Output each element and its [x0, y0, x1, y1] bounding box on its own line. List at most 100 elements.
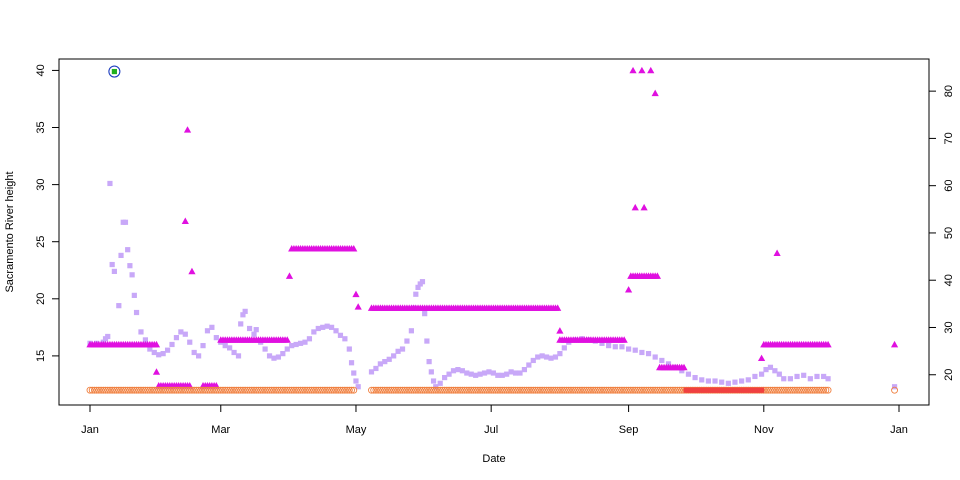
orange-circles-point	[438, 386, 446, 394]
orange-circles-point	[423, 386, 431, 394]
y-tick-label: 35	[35, 121, 47, 133]
lavender-squares-point	[253, 327, 259, 333]
orange-circles-point	[554, 386, 562, 394]
orange-circles-point	[600, 386, 608, 394]
orange-circles-point	[802, 386, 810, 394]
orange-circles-point	[656, 386, 664, 394]
lavender-squares-point	[561, 345, 567, 351]
lavender-squares-point	[306, 336, 313, 342]
orange-circles-point	[294, 386, 302, 394]
orange-circles-point	[102, 386, 109, 394]
lavender-squares-point	[825, 376, 831, 382]
orange-circles-point	[192, 386, 200, 394]
orange-circles-point	[197, 386, 205, 394]
orange-circles-point	[330, 386, 338, 394]
orange-circles-point	[527, 386, 535, 394]
orange-circles-point	[379, 386, 387, 394]
lavender-squares-point	[632, 347, 638, 353]
orange-circles-point	[259, 386, 267, 394]
orange-circles-point	[525, 386, 533, 394]
orange-circles-point	[454, 386, 462, 394]
lavender-squares-point	[337, 332, 344, 338]
lavender-squares-point	[725, 380, 731, 386]
magenta-triangles-point	[631, 203, 639, 211]
orange-circles-point	[407, 386, 415, 394]
lavender-squares-point	[404, 338, 410, 344]
y2-tick-label: 50	[943, 227, 955, 239]
lavender-squares-point	[481, 370, 488, 376]
orange-circles-point	[771, 386, 779, 394]
lavender-squares-point	[246, 325, 253, 332]
lavender-squares-point	[437, 380, 443, 386]
lavender-squares-point	[821, 373, 827, 380]
y-tick-label: 30	[35, 178, 47, 190]
orange-circles-point	[481, 386, 488, 394]
lavender-squares-point	[424, 338, 430, 344]
y2-tick-label: 80	[943, 85, 955, 97]
orange-circles-point	[784, 386, 792, 394]
orange-circles-point	[90, 386, 98, 394]
orange-circles-point	[385, 386, 393, 394]
orange-circles-point	[509, 386, 517, 394]
lavender-squares-point	[442, 374, 448, 381]
orange-circles-point	[186, 386, 194, 394]
orange-circles-point	[228, 386, 236, 394]
lavender-squares-point	[455, 367, 461, 373]
orange-circles-point	[443, 386, 451, 394]
lavender-squares-point	[209, 324, 215, 330]
orange-circles-point	[394, 386, 402, 394]
orange-circles-point	[310, 386, 318, 394]
orange-circles-point	[618, 386, 626, 394]
lavender-squares-point	[473, 372, 479, 378]
orange-circles-point	[820, 386, 828, 394]
orange-circles-point	[434, 386, 442, 394]
orange-circles-point	[476, 386, 484, 394]
orange-circles-point	[215, 386, 223, 394]
orange-circles-point	[505, 386, 513, 394]
lavender-squares-point	[200, 343, 206, 349]
orange-circles-point	[248, 386, 256, 394]
lavender-squares-point	[612, 344, 618, 350]
orange-circles-point	[778, 386, 785, 394]
y2-tick-label: 20	[943, 369, 955, 381]
magenta-triangles-point	[352, 290, 360, 298]
lavender-squares-point	[238, 321, 244, 327]
orange-circles-point	[317, 386, 324, 394]
magenta-triangles-point	[283, 336, 291, 343]
lavender-squares-point	[652, 354, 658, 360]
orange-circles-point	[574, 386, 582, 394]
orange-circles-point	[99, 386, 107, 394]
orange-circles-point	[155, 386, 163, 394]
orange-circles-point	[563, 386, 570, 394]
lavender-squares-point	[191, 349, 197, 356]
lavender-squares-point	[535, 354, 541, 360]
orange-circles-point	[467, 386, 475, 394]
orange-circles-point	[266, 386, 273, 394]
orange-circles-point	[817, 386, 825, 394]
lavender-squares-point	[543, 354, 550, 360]
orange-circles-point	[671, 386, 679, 394]
orange-circles-point	[230, 386, 238, 394]
lavender-squares-point	[430, 378, 437, 384]
orange-circles-point	[645, 386, 652, 394]
lavender-squares-point	[732, 379, 738, 385]
lavender-squares-point	[557, 351, 563, 357]
lavender-squares-point	[187, 339, 193, 345]
orange-circles-point	[199, 386, 207, 394]
orange-circles-point	[157, 386, 165, 394]
lavender-squares-point	[772, 368, 778, 374]
orange-circles-point	[636, 386, 644, 394]
orange-circles-point	[345, 386, 353, 394]
orange-circles-point	[206, 386, 214, 394]
orange-circles-point	[806, 386, 814, 394]
orange-circles-point	[128, 386, 136, 394]
lavender-squares-point	[399, 346, 406, 352]
x-tick-label: Jan	[81, 424, 99, 436]
magenta-triangles-point	[152, 368, 161, 375]
orange-circles-point	[410, 386, 418, 394]
lavender-squares-point	[512, 370, 519, 376]
orange-circles-point	[494, 386, 502, 394]
lavender-squares-point	[758, 371, 765, 377]
lavender-squares-point	[138, 329, 144, 335]
